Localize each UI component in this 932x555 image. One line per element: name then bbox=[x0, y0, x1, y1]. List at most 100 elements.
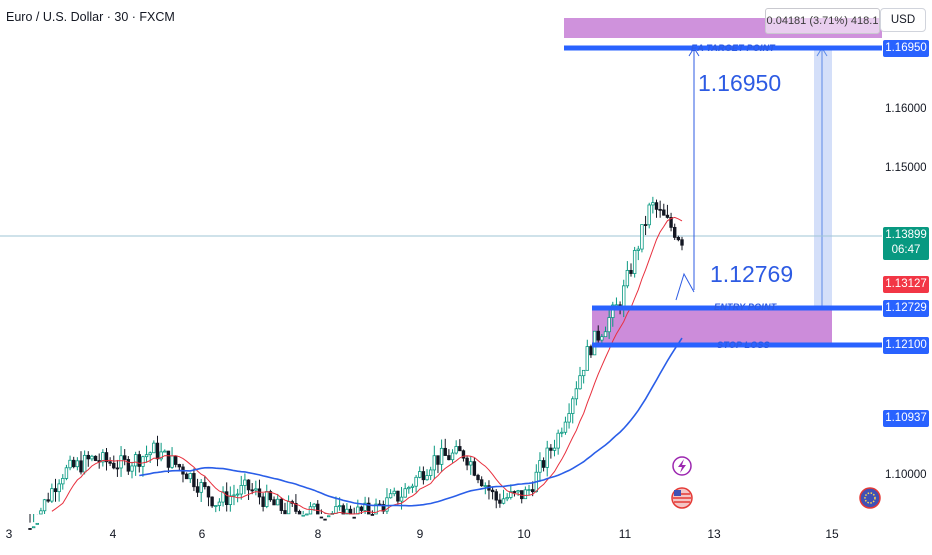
candle-body bbox=[651, 202, 655, 206]
candle-body bbox=[177, 464, 182, 468]
candle-body bbox=[250, 489, 254, 492]
candle-body bbox=[556, 432, 560, 449]
candle-body bbox=[396, 490, 400, 502]
candle-body bbox=[195, 486, 200, 493]
zigzag-projection bbox=[675, 272, 695, 301]
candle-body bbox=[658, 208, 662, 211]
ma-price-tag: 1.10937 bbox=[883, 410, 929, 427]
candle-body bbox=[35, 522, 39, 525]
candle-body bbox=[130, 465, 134, 472]
candle-body bbox=[279, 498, 284, 511]
candle-body bbox=[625, 269, 630, 287]
candle-body bbox=[636, 248, 640, 251]
candle-body bbox=[61, 478, 65, 485]
time-axis-label: 8 bbox=[314, 527, 322, 541]
time-axis-label: 6 bbox=[198, 527, 206, 541]
candle-body bbox=[589, 346, 593, 356]
candle-body bbox=[450, 452, 455, 461]
entry-zone bbox=[592, 309, 832, 344]
candle-body bbox=[494, 491, 498, 501]
time-axis-label: 13 bbox=[707, 527, 721, 541]
candle-body bbox=[629, 269, 633, 274]
candle-body bbox=[505, 497, 509, 500]
candle-body bbox=[31, 526, 36, 529]
us-flag-event-icon[interactable] bbox=[671, 487, 693, 509]
candle-body bbox=[203, 482, 207, 488]
candle-body bbox=[581, 369, 586, 377]
entry-price-tag: 1.12729 bbox=[883, 300, 929, 317]
candle-body bbox=[512, 491, 517, 493]
candle-body bbox=[148, 452, 152, 456]
currency-button[interactable]: USD bbox=[880, 8, 926, 32]
candle-body bbox=[265, 491, 269, 507]
candle-body bbox=[243, 479, 247, 486]
candle-body bbox=[436, 455, 440, 465]
candle-body bbox=[516, 490, 520, 493]
candle-body bbox=[104, 452, 109, 463]
stop-price-tag: 1.12100 bbox=[883, 337, 929, 354]
candle-body bbox=[403, 488, 407, 498]
candle-body bbox=[217, 501, 222, 506]
candle-body bbox=[53, 488, 58, 493]
candle-body bbox=[640, 224, 644, 250]
candle-body bbox=[509, 491, 513, 498]
candle-body bbox=[563, 421, 568, 433]
candle-body bbox=[662, 209, 666, 216]
candlestick-series bbox=[28, 196, 684, 530]
price-axis-label: 1.16000 bbox=[885, 103, 927, 115]
candle-body bbox=[221, 491, 225, 503]
candle-body bbox=[407, 487, 411, 490]
candle-body bbox=[79, 460, 83, 473]
candle-body bbox=[341, 505, 345, 515]
candle-body bbox=[337, 505, 342, 508]
candle-body bbox=[188, 473, 192, 480]
candle-body bbox=[439, 447, 444, 465]
candle-body bbox=[119, 455, 123, 469]
candle-body bbox=[479, 479, 484, 487]
candle-body bbox=[359, 506, 364, 511]
candle-body bbox=[643, 224, 648, 226]
eu-flag-event-icon[interactable] bbox=[859, 487, 881, 509]
candle-body bbox=[680, 239, 684, 246]
candle-body bbox=[632, 250, 637, 274]
candle-body bbox=[673, 226, 677, 238]
candle-body bbox=[305, 513, 309, 516]
price-axis-label: 1.10000 bbox=[885, 469, 927, 481]
candle-body bbox=[574, 388, 579, 400]
candle-body bbox=[541, 460, 546, 468]
time-axis-label: 4 bbox=[109, 527, 117, 541]
candle-body bbox=[235, 493, 240, 496]
candle-body bbox=[476, 474, 480, 481]
candle-body bbox=[42, 499, 47, 512]
candle-body bbox=[123, 455, 127, 460]
candle-body bbox=[126, 459, 131, 472]
candle-body bbox=[115, 467, 120, 470]
candle-body bbox=[654, 202, 659, 210]
target-point-label: EA TARGET POINT bbox=[691, 43, 775, 53]
candle-body bbox=[392, 490, 396, 495]
candle-body bbox=[316, 503, 320, 515]
countdown-timer: 06:47 bbox=[891, 244, 921, 256]
candle-body bbox=[552, 447, 557, 451]
candle-body bbox=[286, 501, 291, 515]
candle-body bbox=[465, 457, 469, 466]
candle-body bbox=[206, 486, 211, 498]
candle-body bbox=[210, 496, 214, 507]
symbol-title[interactable]: Euro / U.S. Dollar · 30 · FXCM bbox=[6, 10, 175, 24]
candle-body bbox=[323, 518, 327, 521]
candle-body bbox=[257, 488, 262, 498]
candle-body bbox=[571, 398, 575, 414]
candle-body bbox=[144, 454, 149, 458]
candle-body bbox=[523, 489, 528, 500]
candle-body bbox=[214, 505, 218, 507]
flash-event-icon[interactable] bbox=[672, 456, 692, 476]
entry-point-label: ENTRY POINT bbox=[714, 302, 777, 312]
candle-body bbox=[428, 469, 433, 476]
candle-body bbox=[410, 485, 415, 488]
projection-bar bbox=[814, 48, 832, 308]
candle-body bbox=[483, 485, 488, 488]
candle-body bbox=[647, 204, 651, 226]
candle-body bbox=[159, 451, 163, 460]
